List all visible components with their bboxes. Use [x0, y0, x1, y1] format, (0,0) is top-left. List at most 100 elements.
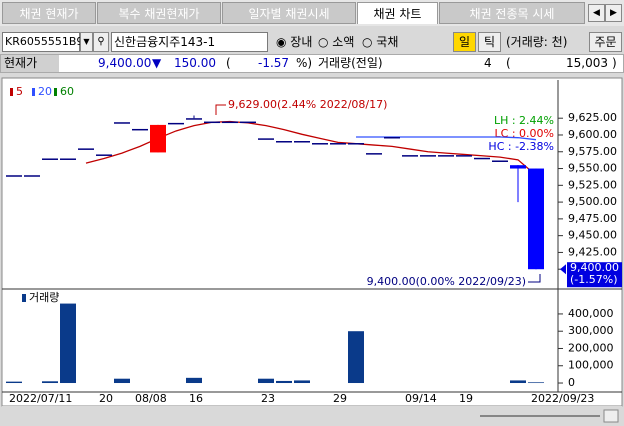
- tab[interactable]: 채권 현재가: [2, 2, 96, 24]
- x-tick-label: 20: [99, 392, 113, 405]
- y-tick-label: 9,475.00: [568, 212, 617, 225]
- candle-body: [204, 121, 220, 124]
- code-input[interactable]: KR6055551B90: [2, 32, 90, 52]
- quote-paren: (: [506, 56, 511, 70]
- annotation-arrow: [215, 104, 226, 115]
- quote-label: 현재가: [1, 55, 59, 72]
- candle-body: [42, 158, 58, 160]
- radio-label: 국채: [376, 35, 399, 49]
- x-tick-label: 23: [261, 392, 275, 405]
- volume-title: 거래량: [29, 291, 59, 304]
- volume-bar: [258, 378, 274, 384]
- volume-bar: [348, 331, 364, 384]
- volume-bar: [510, 380, 526, 384]
- volume-bar: [6, 381, 22, 384]
- search-button[interactable]: ⚲: [93, 32, 109, 52]
- quote-change: 150.00: [174, 56, 216, 70]
- last-annotation: 9,400.00(0.00% 2022/09/23): [367, 275, 526, 288]
- legend-label: 20: [38, 85, 52, 98]
- legend-label: 60: [60, 85, 74, 98]
- quote-volume-label: 거래량(전일): [318, 56, 383, 70]
- y-tick-label: 0: [568, 376, 575, 389]
- candle-body: [294, 141, 310, 143]
- y-tick-label: 100,000: [568, 359, 614, 372]
- quote-paren: (: [226, 56, 231, 70]
- quote-arrow: ▼: [152, 56, 162, 70]
- tab[interactable]: 복수 채권현재가: [97, 2, 221, 24]
- tab[interactable]: 채권 전종목 시세: [439, 2, 585, 24]
- candle-body: [78, 148, 94, 150]
- volume-bar: [186, 377, 202, 384]
- candle-body: [150, 124, 166, 153]
- high-annotation: 9,629.00(2.44% 2022/08/17): [228, 98, 387, 111]
- ma-line: [356, 136, 537, 141]
- quote-rate: -1.57: [258, 56, 290, 70]
- candle-body: [132, 128, 148, 131]
- tab-active[interactable]: 채권 차트: [357, 2, 438, 24]
- code-dropdown[interactable]: ▼: [80, 32, 93, 52]
- radio-option[interactable]: ○ 국채: [362, 35, 399, 49]
- name-field: 신한금융지주143-1: [111, 32, 268, 52]
- candle-body: [384, 136, 400, 139]
- annotation-arrow: [528, 274, 541, 283]
- radio-option[interactable]: ◉ 장내: [276, 35, 313, 49]
- volume-unit: (거래량: 천): [506, 35, 568, 49]
- scroll-area: [2, 406, 622, 425]
- y-tick-label: 9,450.00: [568, 229, 617, 242]
- legend-swatch: [54, 88, 57, 96]
- last-price-box: [567, 262, 622, 288]
- candle-body: [276, 141, 292, 143]
- period-button[interactable]: 일: [453, 32, 476, 52]
- candle-body: [510, 165, 526, 169]
- y-tick-label: 9,600.00: [568, 128, 617, 141]
- candle-body: [492, 160, 508, 162]
- stat-hc: HC : -2.38%: [488, 140, 554, 153]
- quote-prev-volume: 15,003: [566, 56, 608, 70]
- y-tick-label: 9,575.00: [568, 145, 617, 158]
- x-tick-label: 2022/09/23: [531, 392, 594, 405]
- x-tick-label: 29: [333, 392, 347, 405]
- candle-body: [6, 175, 22, 177]
- candle-body: [402, 155, 418, 157]
- tab-scroll-left[interactable]: ◀: [588, 4, 605, 22]
- candle-body: [240, 121, 256, 124]
- volume-legend-swatch: [22, 294, 26, 302]
- candle-body: [438, 155, 454, 157]
- radio-label: 장내: [290, 35, 313, 49]
- candle-body: [168, 122, 184, 125]
- candle-body: [96, 154, 112, 156]
- order-button[interactable]: 주문: [589, 32, 622, 52]
- chart-panel: [1, 77, 623, 407]
- candle-body: [222, 121, 238, 124]
- tab-scroll-right[interactable]: ▶: [605, 4, 622, 22]
- candle-body: [114, 122, 130, 124]
- x-tick-label: 09/14: [405, 392, 437, 405]
- radio-option[interactable]: ○ 소액: [318, 35, 355, 49]
- tab[interactable]: 일자별 채권시세: [222, 2, 356, 24]
- y-tick-label: 9,550.00: [568, 162, 617, 175]
- last-price-pointer: [560, 264, 566, 275]
- candle-body: [474, 157, 490, 160]
- y-tick-label: 9,425.00: [568, 245, 617, 258]
- volume-bar: [276, 380, 292, 384]
- y-tick-label: 9,500.00: [568, 195, 617, 208]
- legend-label: 5: [16, 85, 23, 98]
- x-tick-label: 19: [459, 392, 473, 405]
- legend-swatch: [32, 88, 35, 96]
- volume-bar: [294, 380, 310, 384]
- scroll-button[interactable]: [603, 409, 619, 423]
- y-tick-label: 400,000: [568, 307, 614, 320]
- quote-price: 9,400.00: [98, 56, 152, 70]
- quote-paren: ): [612, 56, 617, 70]
- period-button[interactable]: 틱: [478, 32, 501, 52]
- candle-body: [258, 138, 274, 140]
- candle-body: [186, 118, 202, 120]
- volume-bar: [114, 378, 130, 384]
- x-tick-label: 08/08: [135, 392, 167, 405]
- quote-volume: 4: [484, 56, 492, 70]
- x-tick-label: 16: [189, 392, 203, 405]
- quote-rate-unit: %): [296, 56, 313, 70]
- candle-body: [330, 143, 346, 145]
- x-tick-label: 2022/07/11: [9, 392, 72, 405]
